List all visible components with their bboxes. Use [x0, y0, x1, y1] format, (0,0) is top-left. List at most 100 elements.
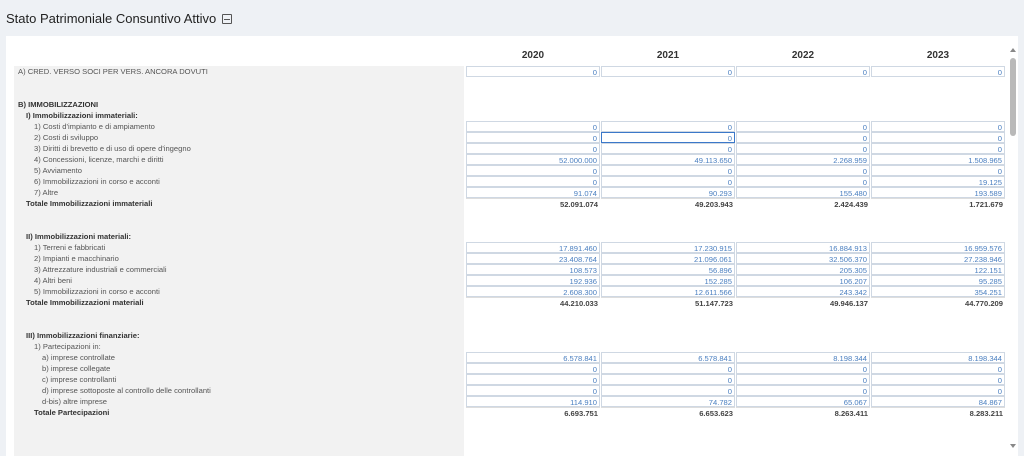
value-input-cell[interactable]: 0	[736, 121, 870, 132]
value-input-cell[interactable]: 108.573	[466, 264, 600, 275]
value-input-cell[interactable]: 0	[736, 66, 870, 77]
scroll-thumb[interactable]	[1010, 58, 1016, 136]
value-input-cell[interactable]: 16.884.913	[736, 242, 870, 253]
value-input-cell[interactable]: 0	[871, 132, 1005, 143]
value-input-cell[interactable]: 17.230.915	[601, 242, 735, 253]
value-input-cell[interactable]: 0	[466, 176, 600, 187]
total-cell: 49.946.137	[736, 297, 870, 308]
value-input-cell[interactable]: 2.608.300	[466, 286, 600, 297]
value-input-cell[interactable]: 19.125	[871, 176, 1005, 187]
value-input-cell[interactable]: 0	[736, 374, 870, 385]
value-input-cell[interactable]: 49.113.650	[601, 154, 735, 165]
value-input-cell[interactable]: 106.207	[736, 275, 870, 286]
row-label: c) imprese controllanti	[42, 375, 117, 384]
value-input-cell[interactable]: 65.067	[736, 396, 870, 407]
table-header: 2020 2021 2022 2023	[14, 44, 1010, 66]
book-icon[interactable]	[222, 14, 233, 24]
value-input-cell[interactable]: 0	[736, 363, 870, 374]
row-label: 4) Concessioni, licenze, marchi e diritt…	[34, 155, 164, 164]
value-input-cell[interactable]: 90.293	[601, 187, 735, 198]
value-input-cell[interactable]: 23.408.764	[466, 253, 600, 264]
value-input-cell[interactable]: 0	[601, 121, 735, 132]
value-input-cell[interactable]: 0	[736, 165, 870, 176]
value-input-cell[interactable]: 354.251	[871, 286, 1005, 297]
scroll-up-icon[interactable]	[1010, 48, 1016, 52]
value-input-cell[interactable]: 243.342	[736, 286, 870, 297]
value-input-cell[interactable]: 193.589	[871, 187, 1005, 198]
value-input-cell[interactable]: 0	[601, 374, 735, 385]
vertical-scrollbar[interactable]	[1008, 44, 1018, 448]
section-row: 1) Partecipazioni in:	[14, 341, 1010, 352]
value-input-cell[interactable]: 0	[601, 385, 735, 396]
value-input-cell[interactable]: 0	[736, 132, 870, 143]
total-row: Totale Partecipazioni 6.693.751 6.653.623 8…	[14, 407, 1010, 418]
value-input-cell[interactable]: 0	[466, 385, 600, 396]
spacer-row	[14, 209, 1010, 220]
row-label: 2) Costi di sviluppo	[34, 133, 99, 142]
value-input-cell[interactable]: 1.508.965	[871, 154, 1005, 165]
row-label: 7) Altre	[34, 188, 59, 197]
value-input-cell[interactable]: 52.000.000	[466, 154, 600, 165]
value-input-cell[interactable]: 0	[466, 132, 600, 143]
value-input-cell[interactable]: 155.480	[736, 187, 870, 198]
value-input-cell[interactable]: 0	[736, 143, 870, 154]
value-input-cell[interactable]: 0	[466, 121, 600, 132]
value-input-cell[interactable]: 0	[466, 66, 600, 77]
total-cell: 8.283.211	[871, 407, 1005, 418]
row-label: I) Immobilizzazioni immateriali:	[26, 111, 138, 120]
section-row: III) Immobilizzazioni finanziarie:	[14, 330, 1010, 341]
table-row: 1) Costi d'impianto e di ampiamento 0 0 0 0	[14, 121, 1010, 132]
value-input-cell[interactable]: 16.959.576	[871, 242, 1005, 253]
table-row: 2) Impianti e macchinario 23.408.764 21.09…	[14, 253, 1010, 264]
value-input-cell[interactable]: 0	[871, 374, 1005, 385]
value-input-cell[interactable]: 0	[871, 143, 1005, 154]
table-row: 2) Costi di sviluppo 0 0 0 0	[14, 132, 1010, 143]
value-input-cell[interactable]: 74.782	[601, 396, 735, 407]
value-input-cell[interactable]: 0	[601, 143, 735, 154]
value-input-cell[interactable]: 56.896	[601, 264, 735, 275]
value-input-cell[interactable]: 0	[466, 374, 600, 385]
table-row: 4) Altri beni 192.936 152.285 106.207 95.285	[14, 275, 1010, 286]
value-input-cell[interactable]: 2.268.959	[736, 154, 870, 165]
value-input-cell[interactable]: 152.285	[601, 275, 735, 286]
total-cell: 1.721.679	[871, 198, 1005, 209]
balance-sheet-table: 2020 2021 2022 2023 A) CRED. VERSO SOCI …	[14, 44, 1010, 456]
value-input-cell[interactable]: 0	[601, 165, 735, 176]
value-input-cell[interactable]: 205.305	[736, 264, 870, 275]
value-input-cell[interactable]: 8.198.344	[871, 352, 1005, 363]
value-input-cell[interactable]: 0	[871, 121, 1005, 132]
value-input-cell[interactable]: 95.285	[871, 275, 1005, 286]
value-input-cell[interactable]: 0	[601, 176, 735, 187]
value-input-cell[interactable]: 192.936	[466, 275, 600, 286]
value-input-cell[interactable]: 84.867	[871, 396, 1005, 407]
table-row: 5) Avviamento 0 0 0 0	[14, 165, 1010, 176]
value-input-cell[interactable]: 0	[871, 66, 1005, 77]
value-input-cell[interactable]: 114.910	[466, 396, 600, 407]
value-input-cell[interactable]: 122.151	[871, 264, 1005, 275]
value-input-cell[interactable]: 8.198.344	[736, 352, 870, 363]
value-input-cell[interactable]: 91.074	[466, 187, 600, 198]
value-input-cell[interactable]: 6.578.841	[466, 352, 600, 363]
scroll-down-icon[interactable]	[1010, 444, 1016, 448]
value-input-cell[interactable]: 6.578.841	[601, 352, 735, 363]
row-label: d-bis) altre imprese	[42, 397, 107, 406]
value-input-cell[interactable]: 32.506.370	[736, 253, 870, 264]
value-input-cell[interactable]: 0	[466, 165, 600, 176]
value-input-cell[interactable]: 17.891.460	[466, 242, 600, 253]
value-input-cell[interactable]: 0	[466, 363, 600, 374]
value-input-cell[interactable]: 0	[736, 176, 870, 187]
value-input-cell[interactable]: 0	[601, 66, 735, 77]
value-input-cell[interactable]: 21.096.061	[601, 253, 735, 264]
value-input-cell[interactable]: 27.238.946	[871, 253, 1005, 264]
row-label: 1) Partecipazioni in:	[34, 342, 101, 351]
value-input-cell[interactable]: 0	[871, 363, 1005, 374]
spacer-row	[14, 319, 1010, 330]
value-input-cell[interactable]: 0	[601, 363, 735, 374]
value-input-cell[interactable]: 0	[736, 385, 870, 396]
value-input-cell[interactable]: 0	[871, 385, 1005, 396]
value-input-cell[interactable]: 12.611.566	[601, 286, 735, 297]
total-cell: 51.147.723	[601, 297, 735, 308]
value-input-cell[interactable]: 0	[601, 132, 735, 143]
value-input-cell[interactable]: 0	[466, 143, 600, 154]
value-input-cell[interactable]: 0	[871, 165, 1005, 176]
